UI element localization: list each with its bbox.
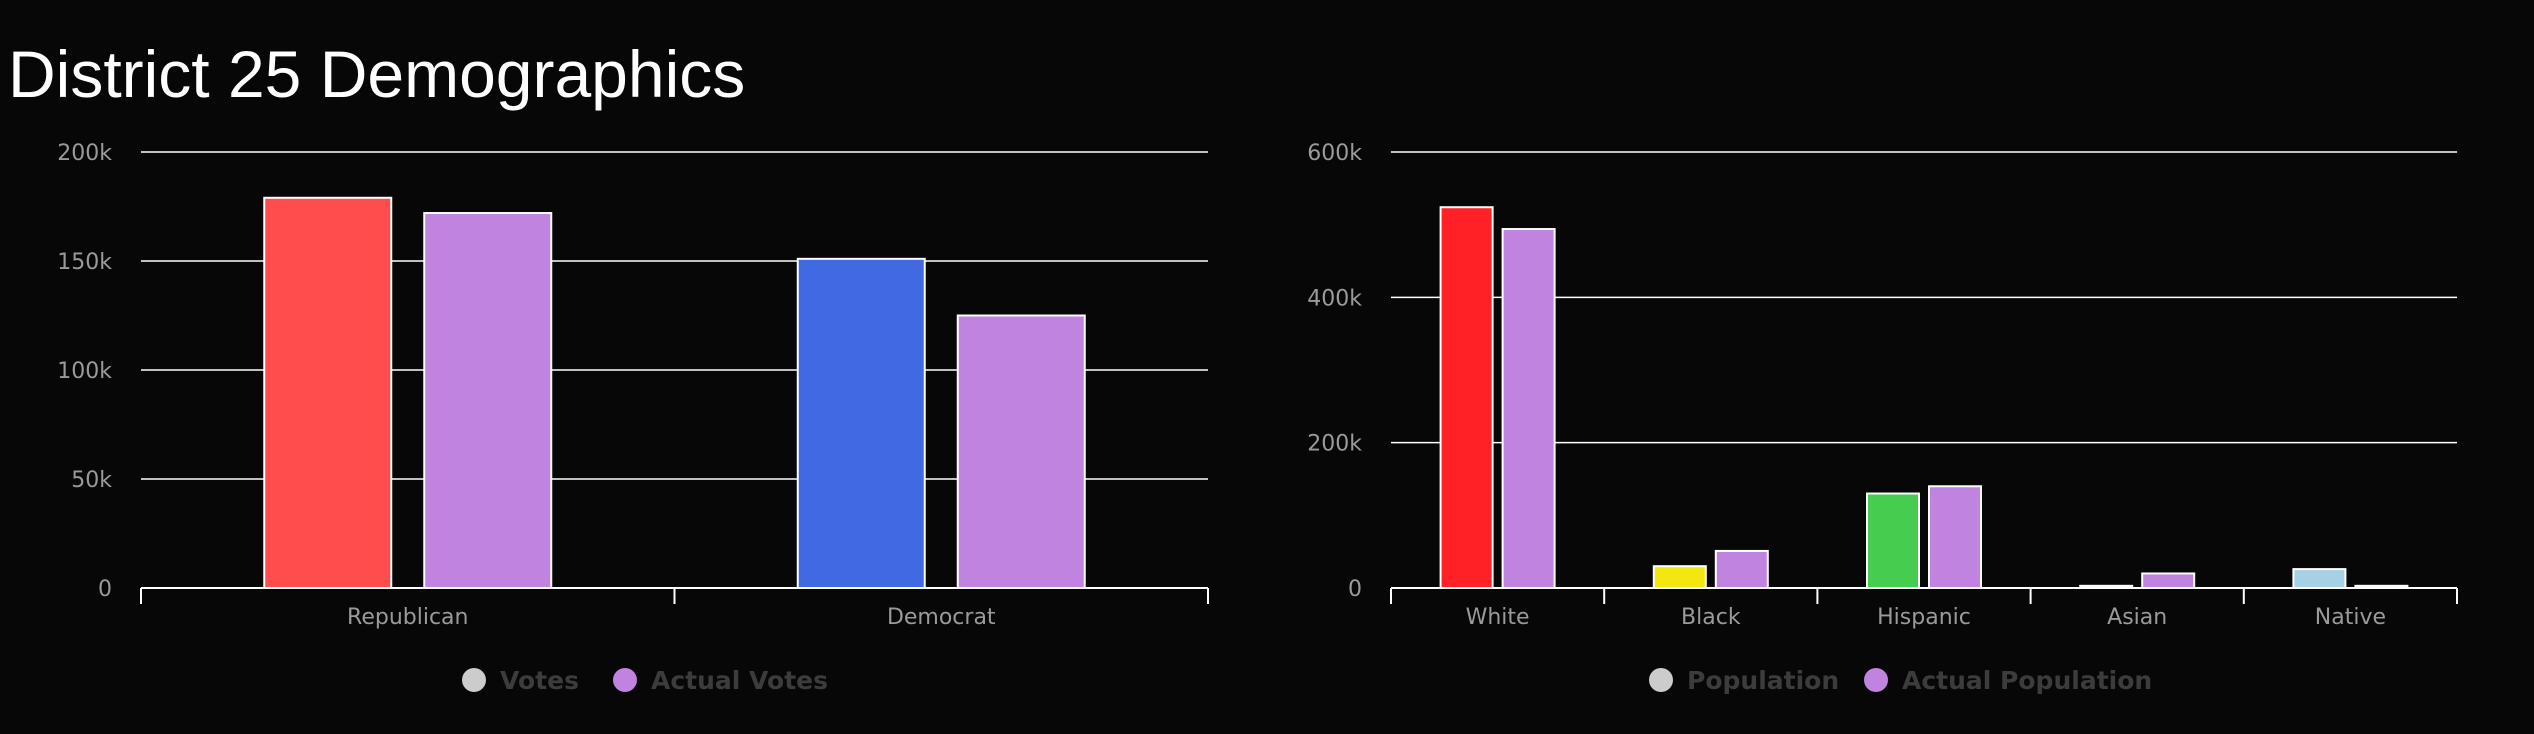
x-tick-label: Republican: [347, 605, 468, 630]
legend-label: Population: [1687, 666, 1839, 695]
y-tick-label: 200k: [57, 141, 112, 166]
y-tick-label: 100k: [57, 359, 112, 384]
y-tick-label: 50k: [71, 468, 112, 493]
legend-marker-icon: [613, 668, 637, 692]
x-tick-label: White: [1466, 605, 1530, 630]
legend-item[interactable]: Actual Votes: [613, 666, 828, 695]
bar-native-population[interactable]: [2292, 568, 2347, 590]
bar-asian-actual-population[interactable]: [2141, 572, 2196, 590]
bar-black-population[interactable]: [1652, 565, 1707, 590]
x-tick-label: Black: [1681, 605, 1741, 630]
legend-item[interactable]: Actual Population: [1864, 666, 2152, 695]
x-tick-label: Democrat: [887, 605, 996, 630]
legend-item[interactable]: Population: [1649, 666, 1839, 695]
bar-black-actual-population[interactable]: [1714, 549, 1769, 590]
legend-marker-icon: [462, 668, 486, 692]
legend-label: Votes: [500, 666, 579, 695]
y-tick-label: 600k: [1307, 141, 1362, 166]
bar-republican-actual-votes[interactable]: [423, 212, 553, 589]
legend-label: Actual Population: [1902, 666, 2152, 695]
bar-republican-votes[interactable]: [263, 196, 393, 589]
bar-white-actual-population[interactable]: [1501, 228, 1556, 589]
y-tick-label: 200k: [1307, 432, 1362, 457]
legend-item[interactable]: Votes: [462, 666, 579, 695]
x-tick-label: Hispanic: [1877, 605, 1971, 630]
legend-label: Actual Votes: [651, 666, 828, 695]
votes-chart: 0 50k 100k 150k 200k Republican Democrat Votes A…: [57, 141, 1209, 695]
bar-hispanic-population[interactable]: [1866, 492, 1920, 589]
x-tick-label: Asian: [2107, 605, 2167, 630]
y-tick-label: 0: [1348, 577, 1362, 602]
y-tick-label: 0: [98, 577, 112, 602]
x-tick-label: Native: [2315, 605, 2386, 630]
bar-white-population[interactable]: [1439, 206, 1494, 590]
bar-hispanic-actual-population[interactable]: [1928, 485, 1982, 589]
legend-marker-icon: [1649, 668, 1673, 692]
page-title: District 25 Demographics: [8, 37, 746, 111]
y-tick-label: 400k: [1307, 286, 1362, 311]
legend-marker-icon: [1864, 668, 1888, 692]
y-tick-label: 150k: [57, 250, 112, 275]
